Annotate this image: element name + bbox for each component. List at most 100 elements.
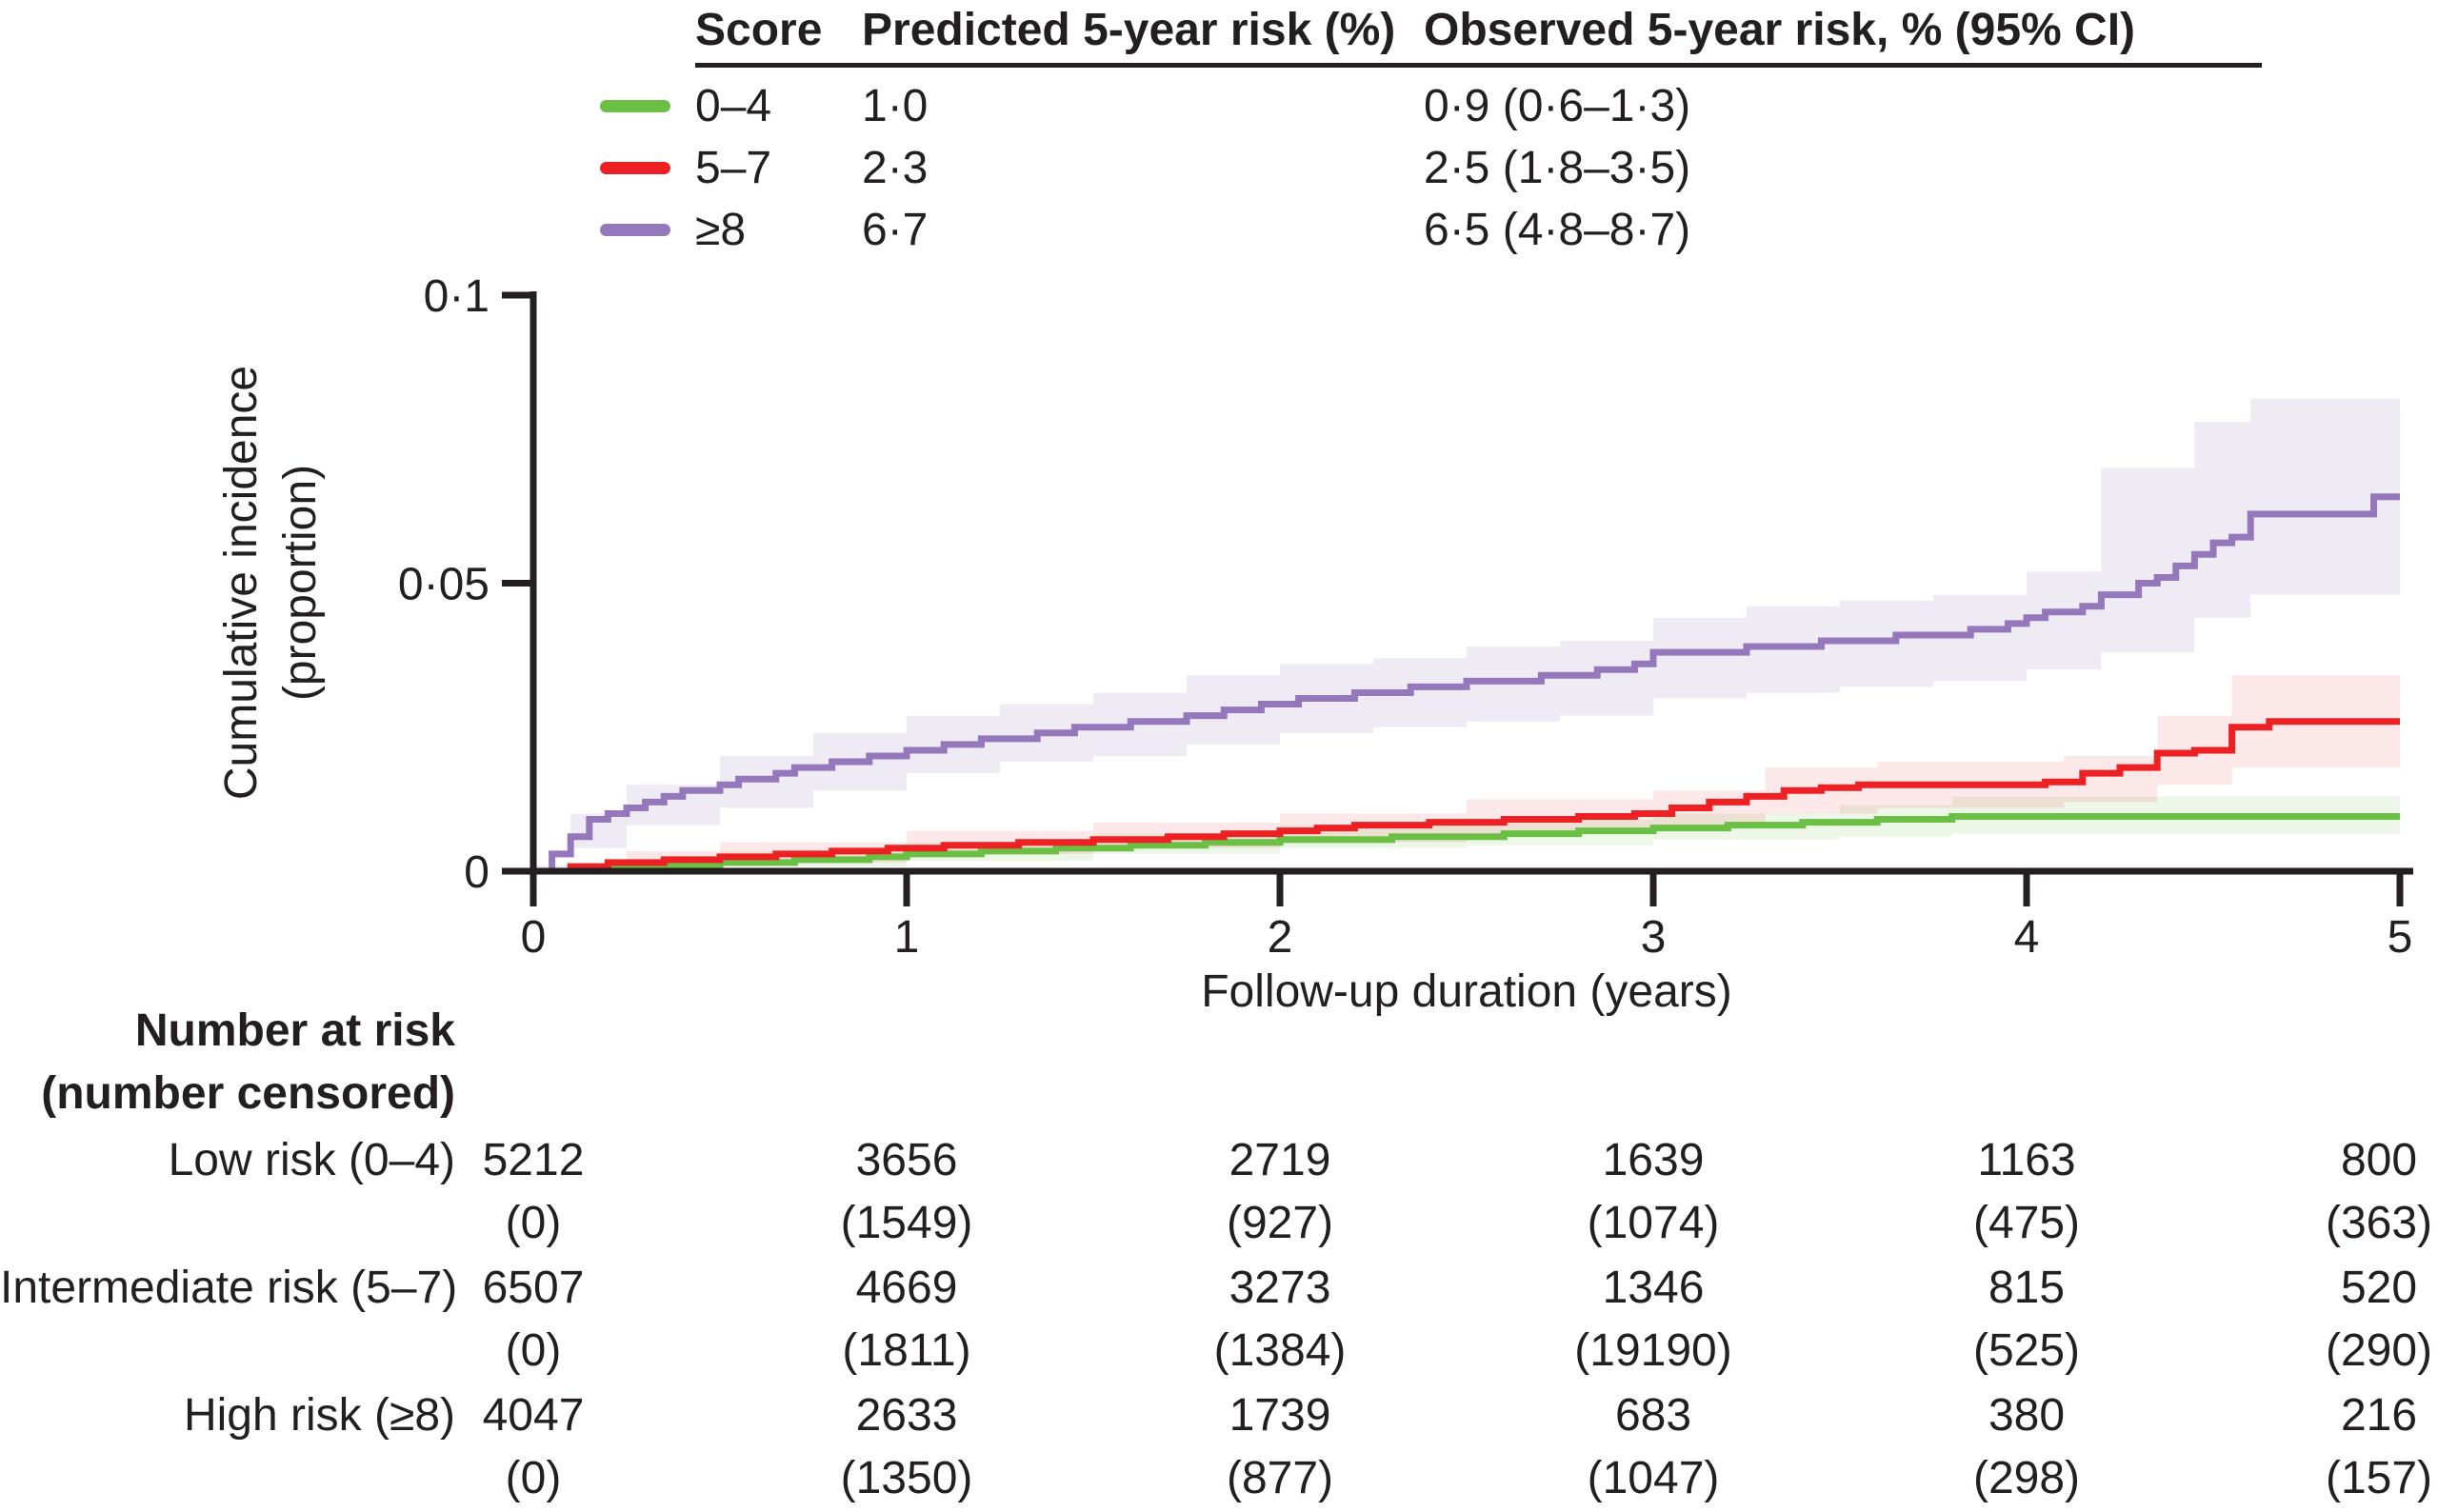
censored-value: (1549)	[840, 1198, 973, 1248]
at-risk-value: 520	[2340, 1263, 2418, 1313]
at-risk-value: 1346	[1602, 1263, 1705, 1313]
censored-value: (877)	[1226, 1453, 1334, 1503]
censored-value: (0)	[505, 1453, 562, 1503]
censored-value: (1074)	[1587, 1198, 1720, 1248]
censored-value: (475)	[1972, 1198, 2081, 1248]
at-risk-cell: 216 (157)	[2192, 1384, 2438, 1510]
at-risk-header-line1: Number at risk	[134, 1005, 455, 1056]
at-risk-cell: 815 (525)	[1840, 1257, 2213, 1383]
legend-score-intermediate: 5–7	[695, 143, 772, 193]
at-risk-cell: 683 (1047)	[1467, 1384, 1840, 1510]
at-risk-value: 1739	[1229, 1390, 1331, 1441]
at-risk-cell: 800 (363)	[2192, 1129, 2438, 1255]
legend-header-score: Score	[695, 4, 862, 68]
at-risk-row: High risk (≥8) 4047 (0) 2633 (1350) 1739 (877)…	[0, 1384, 2438, 1512]
line-swatch-red	[600, 162, 670, 174]
legend-score-low: 0–4	[695, 81, 772, 131]
at-risk-row-label: Intermediate risk (5–7)	[0, 1263, 458, 1313]
y-tick-label: 0	[464, 847, 490, 898]
censored-value: (298)	[1972, 1453, 2081, 1503]
ci-band-series-2	[533, 364, 2400, 872]
at-risk-value: 800	[2340, 1135, 2418, 1185]
censored-value: (0)	[505, 1325, 562, 1376]
legend-swatch-intermediate	[600, 137, 695, 199]
legend-table: Score Predicted 5-year risk (%) Observed…	[600, 4, 2262, 261]
censored-value: (1811)	[842, 1325, 971, 1376]
x-tick-label: 2	[1268, 912, 1293, 963]
at-risk-header-line2: (number censored)	[41, 1068, 455, 1119]
censored-value: (363)	[2325, 1198, 2433, 1248]
legend-header-predicted: Predicted 5-year risk (%)	[862, 4, 1424, 68]
censored-value: (157)	[2325, 1453, 2433, 1503]
x-tick-label: 4	[2014, 912, 2040, 963]
at-risk-cell: 1346 (19190)	[1467, 1257, 1840, 1383]
censored-value: (1384)	[1213, 1325, 1347, 1376]
at-risk-cell: 1639 (1074)	[1467, 1129, 1840, 1255]
y-tick-label: 0·05	[398, 560, 490, 610]
x-tick-label: 1	[894, 912, 920, 963]
at-risk-value: 1639	[1602, 1135, 1705, 1185]
at-risk-value: 6507	[482, 1263, 585, 1313]
censored-value: (927)	[1226, 1198, 1334, 1248]
ci-band-series-1	[533, 669, 2400, 871]
at-risk-row-label: High risk (≥8)	[183, 1390, 455, 1441]
step-curve-series-0	[533, 813, 2400, 875]
line-swatch-green	[600, 100, 670, 112]
legend-swatch-high	[600, 199, 695, 261]
at-risk-cell: 380 (298)	[1840, 1384, 2213, 1510]
censored-value: (19190)	[1574, 1325, 1732, 1376]
censored-value: (525)	[1972, 1325, 2081, 1376]
censored-value: (1047)	[1587, 1453, 1720, 1503]
x-axis-title: Follow-up duration (years)	[1201, 966, 1732, 1017]
at-risk-value: 683	[1614, 1390, 1692, 1441]
at-risk-value: 380	[1988, 1390, 2066, 1441]
at-risk-cell: 1163 (475)	[1840, 1129, 2213, 1255]
at-risk-cell: 6507 (0)	[347, 1257, 720, 1383]
at-risk-cell: 4047 (0)	[347, 1384, 720, 1510]
at-risk-value: 1163	[1977, 1135, 2076, 1185]
at-risk-row-label: Low risk (0–4)	[168, 1135, 455, 1185]
at-risk-value: 815	[1988, 1263, 2066, 1313]
at-risk-value: 2719	[1229, 1135, 1331, 1185]
y-axis-title-line2: (proportion)	[275, 464, 326, 702]
at-risk-cell: 3273 (1384)	[1093, 1257, 1467, 1383]
x-tick-label: 5	[2388, 912, 2413, 963]
at-risk-table: Low risk (0–4) 5212 (0) 3656 (1549) 2719 (927)…	[0, 1129, 2438, 1512]
legend-predicted-high: 6·7	[862, 205, 929, 255]
censored-value: (0)	[505, 1198, 562, 1248]
at-risk-cell: 5212 (0)	[347, 1129, 720, 1255]
at-risk-cell: 4669 (1811)	[720, 1257, 1093, 1383]
at-risk-value: 216	[2340, 1390, 2418, 1441]
at-risk-cell: 3656 (1549)	[720, 1129, 1093, 1255]
step-curve-series-2	[533, 493, 2400, 875]
step-curve-series-1	[533, 718, 2400, 875]
legend-observed-intermediate: 2·5 (1·8–3·5)	[1424, 143, 1691, 193]
y-tick-label: 0·1	[424, 271, 490, 322]
at-risk-header: Number at risk (number censored)	[0, 1000, 455, 1125]
line-swatch-purple	[600, 224, 670, 236]
at-risk-value: 5212	[482, 1135, 585, 1185]
legend-predicted-intermediate: 2·3	[862, 143, 929, 193]
y-axis-title: Cumulative incidence (proportion)	[212, 366, 330, 800]
at-risk-cell: 1739 (877)	[1093, 1384, 1467, 1510]
at-risk-value: 2633	[855, 1390, 958, 1441]
at-risk-value: 3273	[1229, 1263, 1331, 1313]
legend-observed-low: 0·9 (0·6–1·3)	[1424, 81, 1691, 131]
x-tick-label: 0	[521, 912, 547, 963]
at-risk-value: 3656	[855, 1135, 958, 1185]
y-axis-title-line1: Cumulative incidence	[216, 365, 267, 801]
legend-predicted-low: 1·0	[862, 81, 929, 131]
at-risk-value: 4047	[482, 1390, 585, 1441]
legend-observed-high: 6·5 (4·8–8·7)	[1424, 205, 1691, 255]
at-risk-value: 4669	[855, 1263, 958, 1313]
censored-value: (290)	[2325, 1325, 2433, 1376]
censored-value: (1350)	[840, 1453, 973, 1503]
at-risk-cell: 2719 (927)	[1093, 1129, 1467, 1255]
at-risk-cell: 520 (290)	[2192, 1257, 2438, 1383]
legend-header-swatch-spacer	[600, 4, 695, 68]
legend-swatch-low	[600, 68, 695, 137]
x-tick-label: 3	[1641, 912, 1667, 963]
at-risk-cell: 2633 (1350)	[720, 1384, 1093, 1510]
